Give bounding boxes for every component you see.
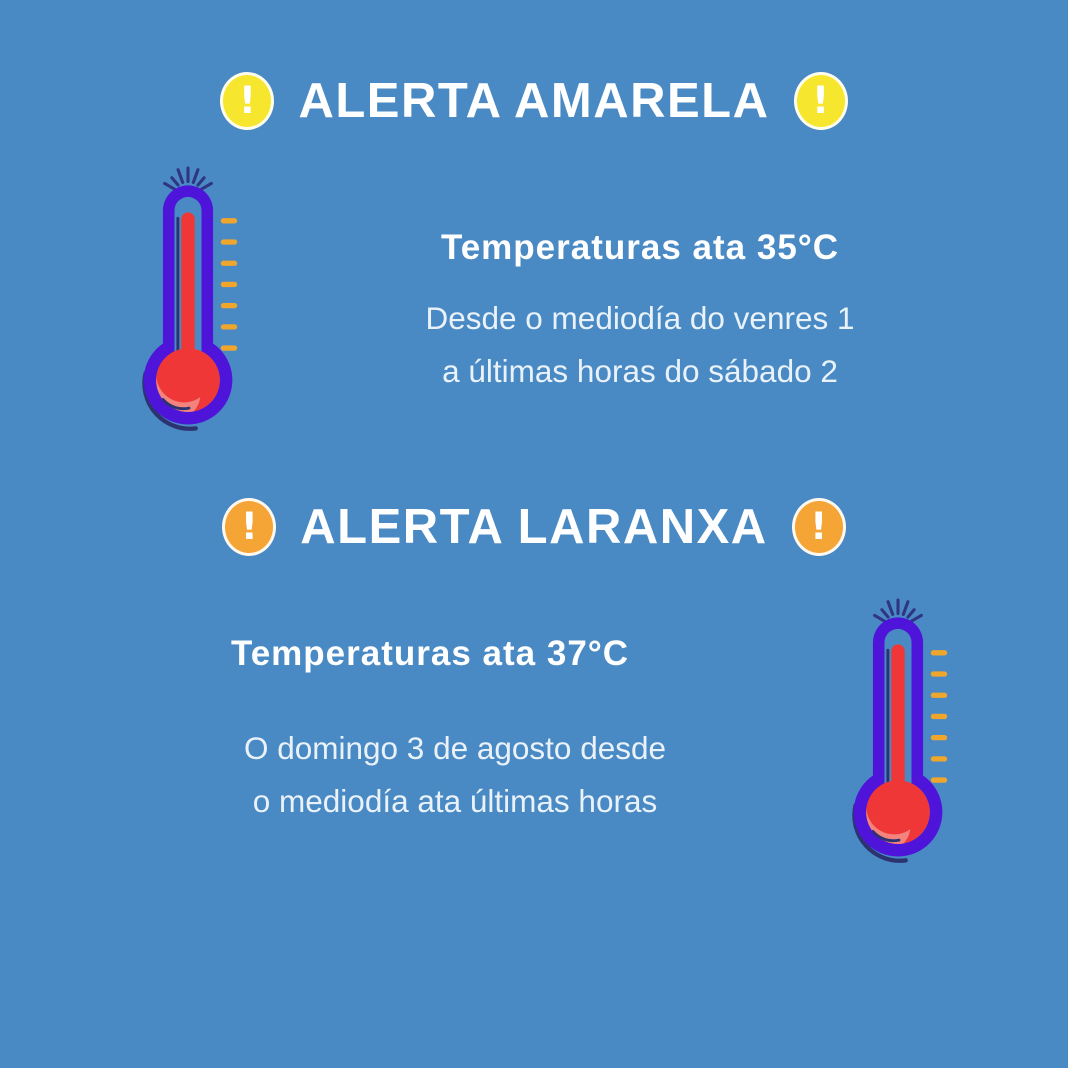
orange-alert-description: O domingo 3 de agosto desde o mediodía a… xyxy=(130,722,780,828)
thermometer-icon xyxy=(134,158,242,448)
exclamation-glyph: ! xyxy=(240,504,258,548)
orange-alert-title-row: ! ALERTA LARANXA ! xyxy=(0,498,1068,556)
exclamation-glyph: ! xyxy=(810,504,828,548)
orange-alert-heading: Temperaturas ata 37°C xyxy=(230,634,630,673)
warning-icon: ! xyxy=(793,72,848,130)
footer-logo: AGUARDA CONCELLO xyxy=(0,938,1068,1068)
exclamation-glyph: ! xyxy=(239,78,256,122)
yellow-alert-line1: Desde o mediodía do venres 1 xyxy=(425,300,855,336)
exclamation-glyph: ! xyxy=(812,78,829,122)
warning-icon: ! xyxy=(791,498,846,556)
warning-icon: ! xyxy=(222,498,277,556)
orange-alert-line1: O domingo 3 de agosto desde xyxy=(243,730,667,766)
yellow-alert-title: ALERTA AMARELA xyxy=(298,74,770,128)
orange-alert-title: ALERTA LARANXA xyxy=(300,500,768,554)
warning-icon: ! xyxy=(220,72,275,130)
yellow-alert-line2: a últimas horas do sábado 2 xyxy=(442,353,838,389)
yellow-alert-heading: Temperaturas ata 35°C xyxy=(440,228,840,267)
orange-alert-line2: o mediodía ata últimas horas xyxy=(252,783,658,819)
yellow-alert-description: Desde o mediodía do venres 1 a últimas h… xyxy=(330,292,950,398)
yellow-alert-title-row: ! ALERTA AMARELA ! xyxy=(0,72,1068,130)
thermometer-icon xyxy=(844,590,952,880)
